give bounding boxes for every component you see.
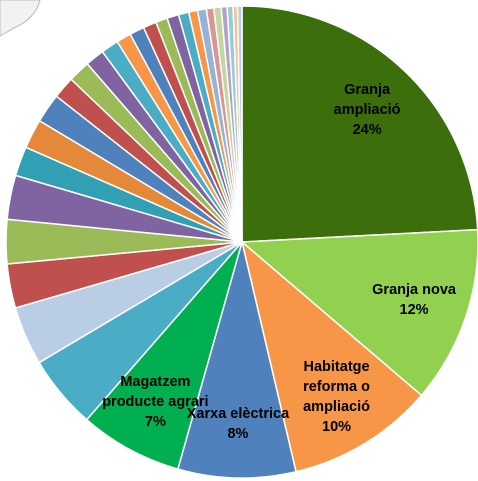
slice-label: Granja nova 12% xyxy=(359,280,469,320)
value-label: 8% xyxy=(227,425,249,442)
pie-slice xyxy=(85,241,243,471)
category-label: Granja nova xyxy=(372,282,456,299)
value-label: 24% xyxy=(352,122,382,139)
slice-label: Magatzem producte agrari 7% xyxy=(100,372,210,432)
value-label: 12% xyxy=(399,302,429,319)
slice-label: Granja ampliació 24% xyxy=(312,80,422,140)
slice-label: Habitatge reforma o ampliació 10% xyxy=(282,357,392,437)
category-label: Granja ampliació xyxy=(333,82,401,119)
pie-slice xyxy=(241,5,478,243)
background-shape xyxy=(0,0,41,37)
slice-label: Xarxa elèctrica 8% xyxy=(183,404,293,444)
category-label: Xarxa elèctrica xyxy=(186,405,290,422)
value-label: 7% xyxy=(144,413,166,430)
category-label: Magatzem producte agrari xyxy=(102,373,209,410)
pie-slice xyxy=(236,5,243,243)
pie-slice xyxy=(176,239,297,479)
value-label: 10% xyxy=(322,419,352,436)
pie-slice xyxy=(240,239,423,473)
category-label: Habitatge reforma o ampliació xyxy=(303,359,370,416)
